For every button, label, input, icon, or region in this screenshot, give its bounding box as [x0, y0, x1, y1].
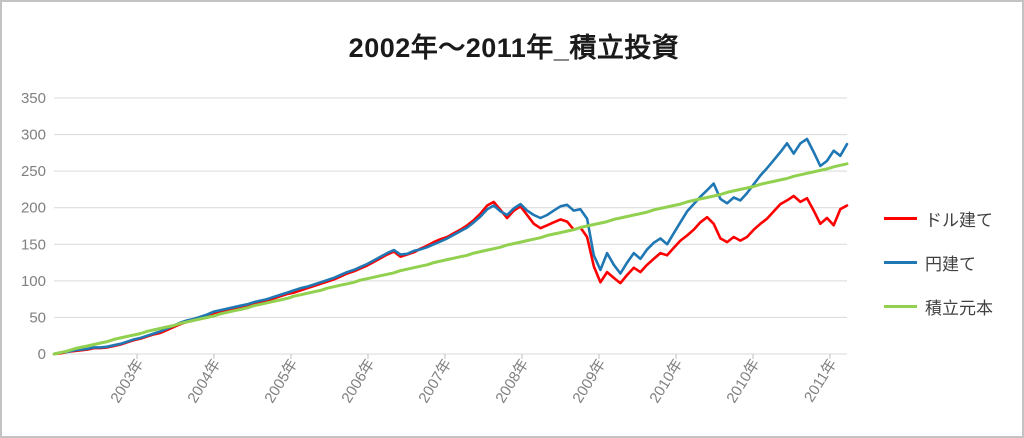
legend-item-dollar: ドル建て: [884, 204, 993, 232]
legend: ドル建て円建て積立元本: [884, 204, 993, 336]
x-axis-label: 2010年: [646, 356, 686, 406]
y-axis-label: 0: [38, 346, 46, 363]
x-axis-label: 2005年: [261, 356, 301, 406]
x-axis-label: 2011年: [801, 356, 840, 405]
x-axis-label: 2004年: [184, 356, 224, 406]
principal-series-line: [52, 162, 849, 356]
y-axis-label: 150: [21, 236, 46, 253]
legend-line-icon: [884, 216, 917, 220]
x-axis-label: 2009年: [569, 356, 609, 406]
x-axis-label: 2008年: [492, 356, 532, 406]
x-axis-label: 2007年: [415, 356, 455, 406]
legend-label: 積立元本: [925, 298, 993, 318]
legend-item-yen: 円建て: [884, 248, 993, 276]
legend-item-principal: 積立元本: [884, 292, 993, 320]
y-axis-label: 50: [29, 309, 46, 326]
legend-label: 円建て: [925, 254, 976, 274]
y-axis-label: 200: [21, 200, 46, 217]
dollar-series-line: [52, 194, 849, 356]
y-axis-label: 350: [21, 90, 46, 107]
legend-line-icon: [884, 260, 917, 264]
legend-label: ドル建て: [925, 210, 993, 230]
x-axis-label: 2010年: [723, 356, 763, 406]
y-axis-label: 100: [21, 273, 46, 290]
x-axis-label: 2006年: [338, 356, 378, 406]
legend-line-icon: [884, 304, 917, 308]
y-axis-label: 250: [21, 163, 46, 180]
x-axis-label: 2003年: [107, 356, 147, 406]
y-axis-label: 300: [21, 127, 46, 144]
chart-title: 2002年〜2011年_積立投資: [348, 33, 680, 63]
